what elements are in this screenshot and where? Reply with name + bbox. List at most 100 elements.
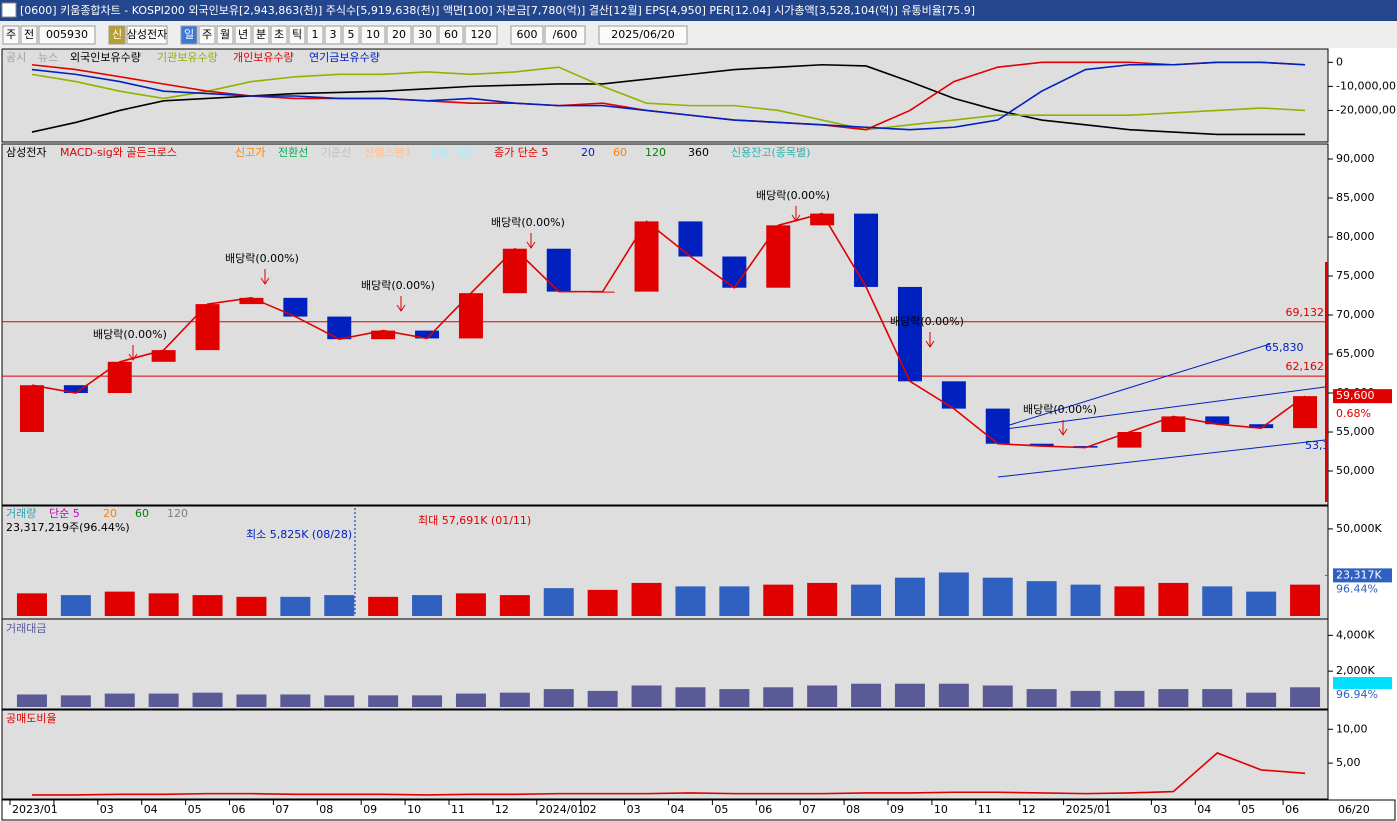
toolbar-label[interactable]: 주	[202, 28, 212, 41]
legend-entry: 거래대금	[6, 622, 46, 635]
legend-entry: 공시	[6, 51, 26, 64]
short-line	[31, 752, 1306, 796]
candle	[810, 213, 835, 226]
toolbar-label[interactable]: 분	[256, 28, 266, 41]
toolbar-button[interactable]	[198, 25, 216, 45]
x-tick-label: 07	[275, 803, 289, 816]
value-bar	[60, 695, 91, 707]
value-bar	[148, 693, 179, 707]
volume-bar	[719, 586, 750, 616]
toolbar-label[interactable]: 전	[24, 28, 34, 41]
toolbar-button[interactable]	[270, 25, 288, 45]
panel-bg	[1, 143, 1329, 506]
toolbar-button[interactable]	[108, 25, 126, 45]
x-tick-label: 07	[802, 803, 816, 816]
volume-ratio: 96.44%	[1336, 582, 1378, 595]
candle	[897, 286, 922, 382]
legend-entry: 뉴스	[38, 51, 58, 64]
candle	[678, 221, 703, 257]
volume-bar	[368, 596, 399, 616]
toolbar-button[interactable]	[598, 25, 688, 45]
toolbar-button[interactable]	[412, 25, 438, 45]
toolbar-button[interactable]	[20, 25, 38, 45]
volume-bar	[499, 595, 530, 616]
x-tick-label: 10	[934, 803, 948, 816]
value-ratio: 96.94%	[1336, 688, 1378, 701]
toolbar-button[interactable]	[38, 25, 96, 45]
toolbar-button[interactable]	[386, 25, 412, 45]
value-bar	[719, 689, 750, 707]
volume-bar	[1158, 582, 1189, 616]
toolbar-button[interactable]	[180, 25, 198, 45]
toolbar-button[interactable]	[464, 25, 498, 45]
toolbar-label[interactable]: 년	[238, 28, 248, 41]
x-tick-label: 03	[100, 803, 114, 816]
toolbar-label[interactable]: 120	[471, 28, 492, 41]
toolbar-button[interactable]	[252, 25, 270, 45]
toolbar-label[interactable]: 틱	[292, 28, 302, 41]
toolbar-label[interactable]: 30	[418, 28, 432, 41]
current-volume: 23,317K	[1336, 568, 1382, 581]
toolbar-label[interactable]: 2025/06/20	[611, 28, 674, 41]
toolbar-button[interactable]	[306, 25, 324, 45]
x-tick-label: 06	[758, 803, 772, 816]
legend-entry: 60	[613, 146, 627, 159]
annotation: 배당락(0.00%)	[1023, 403, 1097, 416]
toolbar-label[interactable]: 신	[112, 28, 122, 41]
candle	[941, 381, 966, 409]
toolbar-label[interactable]: 일	[184, 27, 194, 41]
current-price: 59,600	[1336, 389, 1375, 402]
toolbar-button[interactable]	[324, 25, 342, 45]
volume-annotation: 최소 5,825K (08/28)	[246, 528, 352, 541]
reference-label: 62,162	[1286, 360, 1325, 373]
toolbar-button[interactable]	[438, 25, 464, 45]
candle	[19, 385, 44, 433]
panel-bg	[1, 709, 1329, 800]
volume-bar	[807, 582, 838, 616]
legend-entry: 선행스팬1	[364, 146, 411, 159]
toolbar-label[interactable]: 삼성전자	[127, 28, 167, 41]
toolbar-label[interactable]: 600	[517, 28, 538, 41]
toolbar-label[interactable]: 주	[6, 28, 16, 41]
toolbar-label[interactable]: 3	[330, 28, 337, 41]
candle	[1205, 416, 1230, 425]
toolbar-label[interactable]: 20	[392, 28, 406, 41]
annotation-arrow	[526, 233, 536, 249]
toolbar-button[interactable]	[216, 25, 234, 45]
toolbar-button[interactable]	[360, 25, 386, 45]
volume-bar	[192, 595, 223, 616]
y-tick-label: 55,000	[1336, 425, 1375, 438]
x-tick-label: 2025/01	[1066, 803, 1112, 816]
toolbar-button[interactable]	[126, 25, 168, 45]
candle	[107, 361, 132, 394]
toolbar-button[interactable]	[288, 25, 306, 45]
toolbar-button[interactable]	[342, 25, 360, 45]
x-tick-label: 05	[1241, 803, 1255, 816]
toolbar-button[interactable]	[234, 25, 252, 45]
toolbar-button[interactable]	[2, 25, 20, 45]
candle	[722, 256, 747, 288]
toolbar-label[interactable]: /600	[553, 28, 578, 41]
toolbar-label[interactable]: 초	[274, 28, 284, 41]
legend-entry: 120	[167, 507, 188, 520]
panel-bg	[1, 618, 1329, 710]
candle	[1249, 424, 1274, 429]
toolbar-label[interactable]: 5	[348, 28, 355, 41]
toolbar-label[interactable]: 60	[444, 28, 458, 41]
annotation: 53,3	[1305, 439, 1330, 452]
toolbar-label[interactable]: 10	[366, 28, 380, 41]
legend-entry: 개인보유수량	[233, 51, 294, 64]
value-bar	[104, 693, 135, 707]
toolbar-button[interactable]	[510, 25, 544, 45]
volume-bar	[675, 586, 706, 616]
legend-entry: 360	[688, 146, 709, 159]
volume-bar	[16, 593, 47, 616]
toolbar-label[interactable]: 월	[220, 28, 230, 41]
toolbar-label[interactable]: 005930	[46, 28, 88, 41]
toolbar-button[interactable]	[544, 25, 586, 45]
close-line	[31, 212, 1306, 449]
toolbar-label[interactable]: 1	[312, 28, 319, 41]
annotation: 65,830	[1265, 341, 1304, 354]
volume-bar	[938, 572, 969, 616]
